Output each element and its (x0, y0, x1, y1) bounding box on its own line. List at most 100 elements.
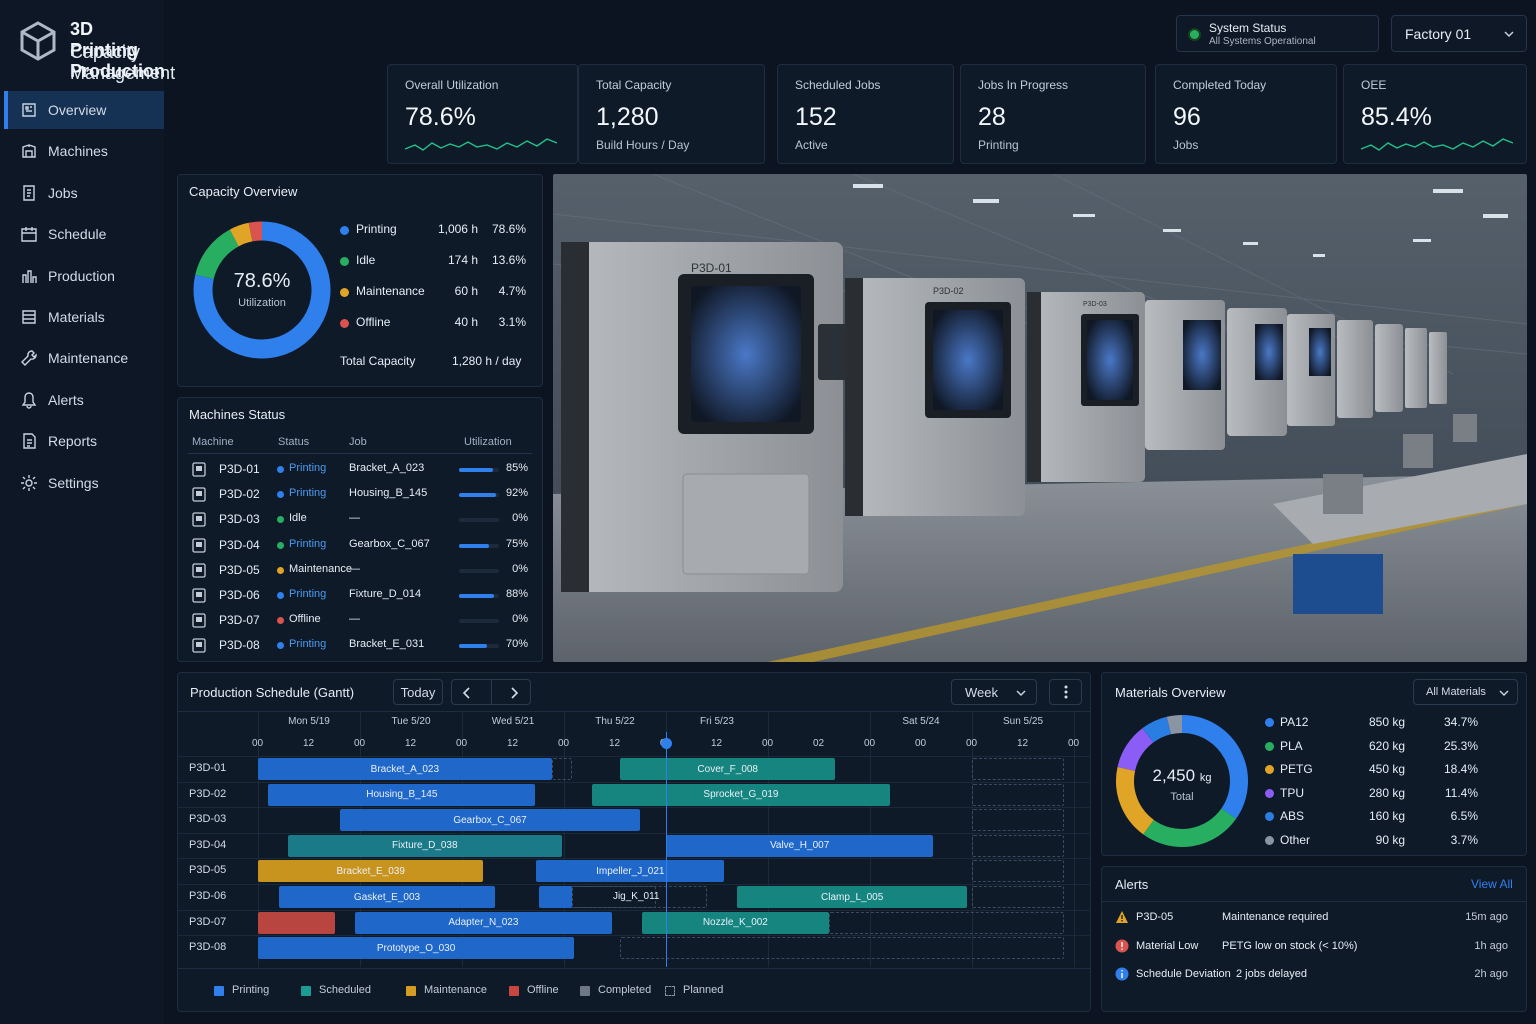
legend-dot-icon (1265, 741, 1274, 751)
sidebar-item-maintenance[interactable]: Maintenance (4, 339, 164, 377)
utilization-bar-fill (459, 594, 495, 598)
gantt-planned-slot[interactable] (972, 860, 1064, 883)
gantt-bar[interactable]: Gasket_E_003 (279, 886, 495, 908)
gantt-planned-slot[interactable] (972, 886, 1064, 908)
material-name: ABS (1280, 809, 1305, 824)
factory-value: Factory 01 (1405, 25, 1472, 42)
materials-center-label: Total (1170, 791, 1194, 803)
utilization-value: 0% (512, 562, 528, 575)
sidebar-item-overview[interactable]: Overview (4, 91, 164, 129)
kpi-value: 85.4% (1361, 103, 1432, 131)
svg-text:P3D-03: P3D-03 (1083, 301, 1107, 308)
utilization-bar-fill (459, 543, 489, 548)
gantt-bar[interactable]: Prototype_O_030 (258, 937, 575, 960)
table-row[interactable]: P3D-05 Maintenance — 0% (178, 562, 542, 584)
gantt-hour-label: 00 (354, 738, 366, 749)
svg-text:P3D-01: P3D-01 (691, 261, 732, 275)
capacity-legend-label: Printing (356, 222, 397, 236)
materials-center-value: 2,450 kg (1152, 766, 1212, 785)
gantt-bar[interactable]: Fixture_D_038 (287, 834, 562, 857)
gantt-bar[interactable]: Clamp_L_005 (737, 886, 967, 908)
alert-item[interactable]: P3D-05 Maintenance required 15m ago (1102, 910, 1526, 932)
gantt-bar[interactable]: Bracket_A_023 (258, 758, 552, 780)
sidebar-item-alerts[interactable]: Alerts (4, 381, 164, 419)
sidebar-item-machines[interactable]: Machines (4, 132, 164, 170)
gantt-bar[interactable]: Bracket_E_039 (258, 860, 484, 883)
kpi-title: Total Capacity (596, 78, 672, 92)
more-options-button[interactable] (1049, 679, 1082, 705)
capacity-legend-hours: 174 h (447, 253, 478, 267)
sidebar-item-settings[interactable]: Settings (4, 464, 164, 502)
more-vertical-icon (1064, 685, 1067, 699)
gantt-planned-slot[interactable] (620, 937, 1064, 960)
table-row[interactable]: P3D-04 Printing Gearbox_C_067 75% (178, 537, 542, 559)
gantt-bar[interactable] (258, 911, 335, 934)
table-row[interactable]: P3D-08 Printing Bracket_E_031 70% (178, 637, 542, 659)
table-row[interactable]: P3D-01 Printing Bracket_A_023 85% (178, 461, 542, 483)
sidebar-item-production[interactable]: Production (4, 257, 164, 295)
alert-message: PETG low on stock (< 10%) (1222, 939, 1358, 952)
legend-swatch (406, 986, 416, 996)
alert-item[interactable]: Schedule Deviation 2 jobs delayed 2h ago (1102, 967, 1526, 989)
donut-slice-other (1166, 715, 1183, 735)
materials-filter-select[interactable]: All Materials (1413, 679, 1518, 705)
app-subtitle: Capacity Management (70, 42, 176, 83)
donut-slice-maintenance (229, 222, 253, 247)
today-button[interactable]: Today (393, 679, 443, 705)
alert-source: Schedule Deviation (1136, 968, 1231, 980)
sidebar-item-label: Machines (48, 143, 108, 160)
gantt-planned-slot[interactable] (551, 758, 573, 780)
table-row[interactable]: P3D-02 Printing Housing_B_145 92% (178, 486, 542, 508)
printer-machines: P3D-01 P3D-02 P3D-03 (561, 242, 1447, 592)
kpi-title: Jobs In Progress (978, 78, 1069, 92)
range-select[interactable]: Week (951, 679, 1037, 705)
chevron-left-icon[interactable] (462, 687, 472, 699)
sidebar-item-jobs[interactable]: Jobs (4, 174, 164, 212)
gantt-bar[interactable]: Impeller_J_021 (536, 860, 725, 883)
chevron-right-icon[interactable] (509, 687, 519, 699)
gantt-now-line (666, 732, 667, 967)
sidebar-item-schedule[interactable]: Schedule (4, 215, 164, 253)
materials-overview-card: Materials Overview All Materials 2,450 k… (1101, 672, 1527, 856)
gantt-planned-slot[interactable] (972, 834, 1064, 857)
printer-icon (192, 563, 206, 578)
gantt-planned-slot[interactable] (829, 911, 1064, 934)
table-row[interactable]: P3D-06 Printing Fixture_D_014 88% (178, 587, 542, 609)
material-name: PETG (1280, 762, 1313, 777)
gantt-bar[interactable] (538, 886, 573, 908)
gantt-bar[interactable]: Nozzle_K_002 (641, 911, 830, 934)
donut-slice-pla (1143, 808, 1237, 847)
gantt-hour-label: 12 (1017, 738, 1029, 749)
gantt-hour-label: 12 (405, 738, 417, 749)
gantt-planned-slot[interactable] (972, 758, 1064, 780)
view-all-link[interactable]: View All (1471, 877, 1513, 891)
kpi-card: Completed Today 96 Jobs (1155, 64, 1337, 164)
sidebar-item-label: Maintenance (48, 350, 129, 367)
gantt-bar[interactable]: Adapter_N_023 (354, 911, 612, 934)
gantt-planned-slot[interactable] (972, 809, 1064, 832)
sidebar-item-label: Alerts (48, 391, 84, 408)
gantt-bar[interactable]: Gearbox_C_067 (339, 809, 641, 832)
kpi-value: 152 (795, 103, 837, 131)
sidebar: 3D Printing Production Capacity Manageme… (0, 0, 175, 1024)
alert-item[interactable]: Material Low PETG low on stock (< 10%) 1h … (1102, 939, 1526, 961)
sidebar-item-reports[interactable]: Reports (4, 422, 164, 460)
gantt-bar[interactable]: Sprocket_G_019 (591, 783, 891, 806)
table-row[interactable]: P3D-03 Idle — 0% (178, 511, 542, 533)
alert-time: 15m ago (1465, 911, 1508, 923)
gantt-planned-label: Jig_K_011 (612, 891, 660, 902)
factory-select[interactable]: Factory 01 (1391, 15, 1527, 52)
gantt-bar[interactable]: Valve_H_007 (666, 834, 934, 857)
machine-job: Fixture_D_014 (349, 588, 422, 600)
sidebar-item-materials[interactable]: Materials (4, 298, 164, 336)
gantt-machine-label: P3D-04 (189, 838, 227, 851)
gantt-planned-slot[interactable] (972, 783, 1064, 806)
gantt-bar[interactable]: Housing_B_145 (268, 783, 536, 806)
gantt-bar[interactable]: Cover_F_008 (620, 758, 836, 780)
machine-id: P3D-02 (219, 487, 260, 502)
machine-job: Housing_B_145 (349, 487, 428, 500)
sidebar-item-label: Materials (48, 309, 105, 325)
utilization-value: 70% (505, 638, 528, 651)
capacity-legend-pct: 78.6% (491, 222, 526, 236)
table-row[interactable]: P3D-07 Offline — 0% (178, 612, 542, 634)
